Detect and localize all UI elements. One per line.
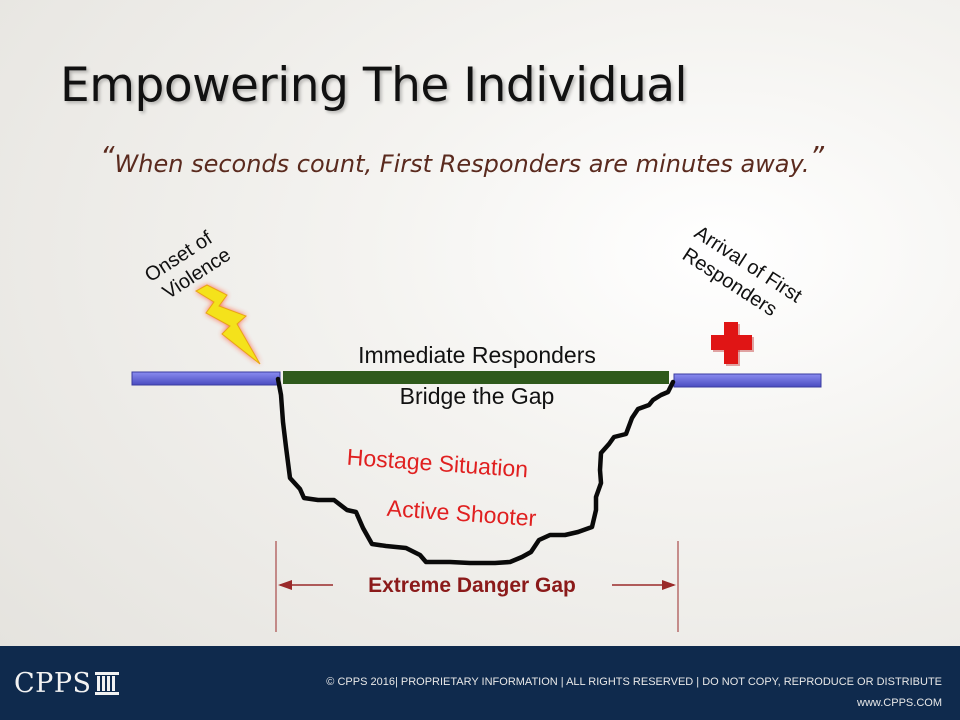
logo-text: CPPS — [14, 668, 92, 699]
gap-label: Extreme Danger Gap — [368, 574, 576, 597]
gap-arrowhead-right — [662, 580, 676, 590]
bridge-bar — [283, 371, 669, 384]
slide-title: Empowering The Individual — [60, 58, 688, 113]
lightning-bolt-icon — [195, 284, 261, 365]
situation-hostage: Hostage Situation — [346, 444, 529, 483]
medical-cross-icon — [711, 322, 754, 366]
danger-gap-outline — [275, 376, 676, 566]
arrival-label: Arrival of First Responders — [678, 222, 806, 321]
timeline-bar-left — [131, 371, 281, 386]
gap-arrowhead-left — [278, 580, 292, 590]
bridge-label-line2: Bridge the Gap — [400, 383, 555, 409]
danger-gap-diagram: Onset of Violence Arrival of First Respo… — [131, 222, 822, 632]
cpps-logo: CPPS — [14, 668, 120, 699]
situation-active-shooter: Active Shooter — [386, 495, 537, 531]
copyright-notice: © CPPS 2016| PROPRIETARY INFORMATION | A… — [326, 676, 942, 688]
timeline-bar-right — [673, 373, 822, 388]
quote-text: When seconds count, First Responders are… — [114, 150, 810, 178]
bridge-label-line1: Immediate Responders — [358, 342, 596, 368]
website-link[interactable]: www.CPPS.COM — [857, 697, 942, 709]
quote-open-mark: “ — [100, 140, 115, 173]
quote: “When seconds count, First Responders ar… — [100, 140, 880, 179]
quote-close-mark: ” — [809, 140, 824, 173]
footer: CPPS © CPPS 2016| PROPRIETARY INFORMATIO… — [0, 646, 960, 720]
pillars-icon — [94, 671, 119, 695]
